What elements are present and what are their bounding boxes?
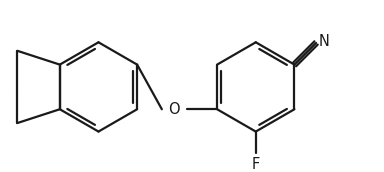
Text: F: F: [252, 157, 260, 172]
Text: O: O: [168, 102, 180, 117]
Text: N: N: [319, 34, 330, 49]
